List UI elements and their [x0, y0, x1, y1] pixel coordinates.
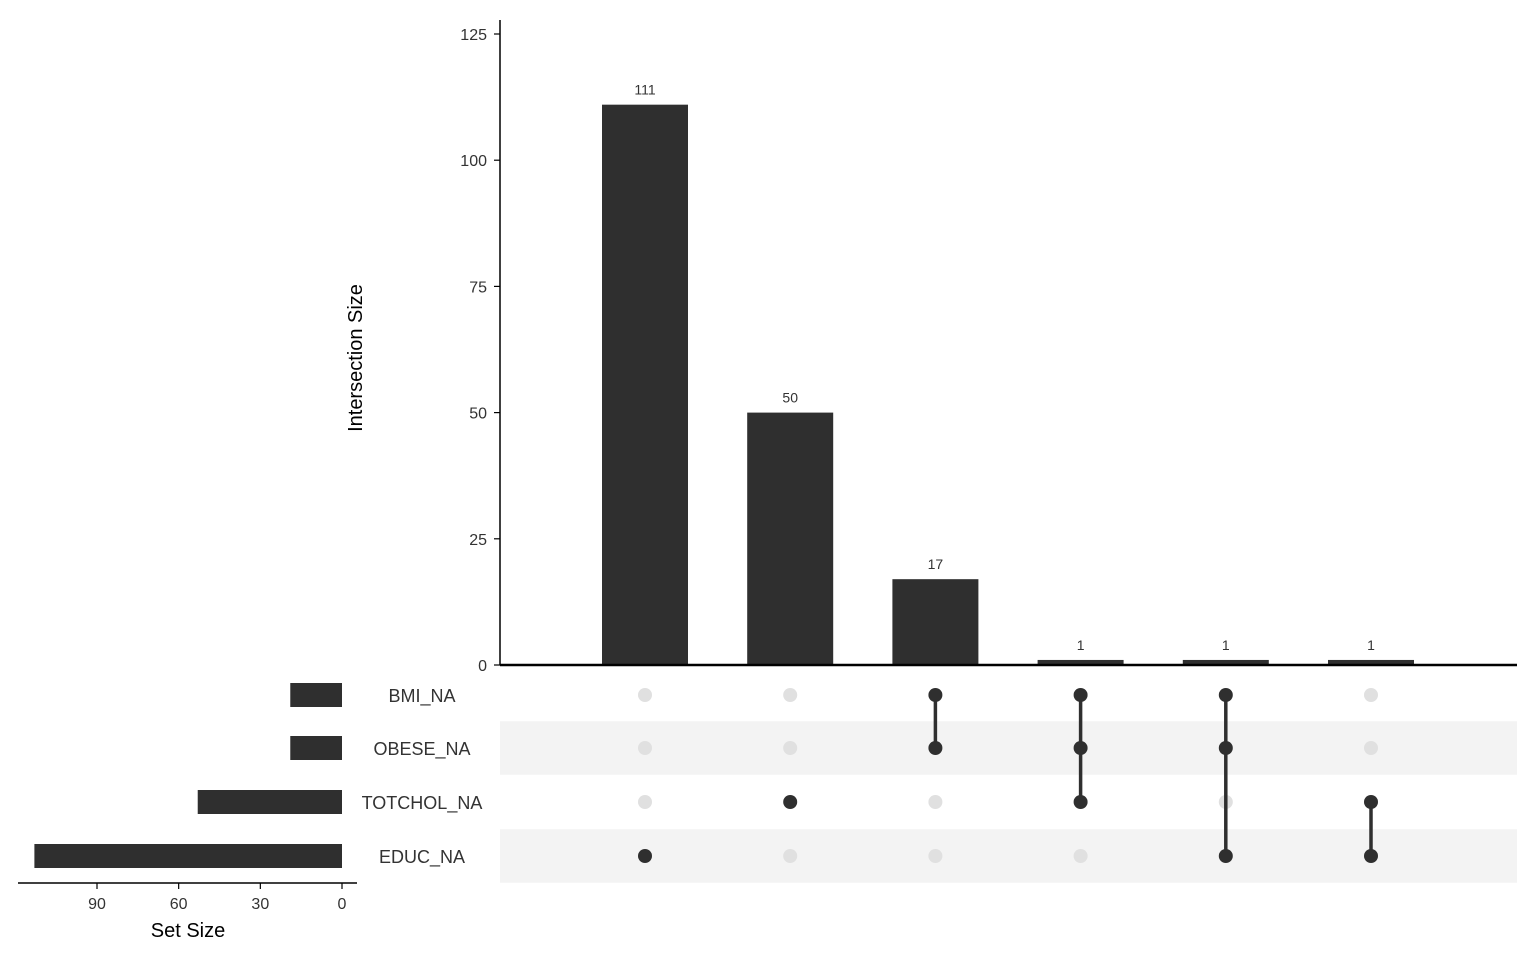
set-size-bar [290, 736, 342, 760]
matrix-dot-active [1218, 741, 1233, 755]
matrix-dot-inactive [638, 795, 652, 809]
intersection-bar-label: 111 [634, 82, 655, 98]
set-size-axis-title: Set Size [151, 920, 225, 942]
set-size-bar [197, 790, 342, 814]
set-size-axis: 90 60 30 0 [18, 882, 357, 913]
intersection-bar-label: 1 [1367, 637, 1375, 653]
matrix-dot-inactive [1364, 741, 1378, 755]
matrix-dot-active [1364, 849, 1378, 863]
matrix-dot-active [928, 688, 943, 702]
set-size-bars [34, 683, 343, 868]
set-label: TOTCHOL_NA [362, 793, 483, 814]
matrix-dot-inactive [928, 849, 943, 863]
set-size-tick-label: 90 [88, 896, 106, 913]
set-size-tick-label: 60 [170, 896, 188, 913]
matrix-dot-inactive [638, 688, 652, 702]
intersection-size-axis: 0 25 50 75 100 125 [460, 20, 1517, 675]
matrix-dot-active [1218, 849, 1233, 863]
intersection-bar-label: 17 [928, 556, 944, 572]
intersection-bar [1328, 659, 1414, 665]
matrix-dot-active [1218, 688, 1233, 702]
intersection-size-axis-title: Intersection Size [345, 284, 367, 432]
intersection-bar [892, 579, 979, 665]
intersection-bar-label: 50 [782, 390, 798, 406]
y-tick-label: 50 [469, 406, 487, 423]
intersection-matrix [638, 688, 1378, 863]
matrix-dot-inactive [638, 741, 652, 755]
y-tick-label: 100 [460, 153, 487, 170]
matrix-row-stripe [500, 721, 1517, 775]
intersection-bar [747, 412, 834, 665]
matrix-dot-inactive [928, 795, 943, 809]
set-size-tick-label: 0 [338, 896, 347, 913]
intersection-bar-label: 1 [1222, 637, 1230, 653]
set-size-bar [34, 844, 343, 868]
intersection-bar [1182, 659, 1269, 665]
set-label: BMI_NA [388, 686, 455, 707]
set-label: EDUC_NA [379, 847, 465, 868]
matrix-dot-inactive [783, 688, 798, 702]
matrix-dot-active [1073, 795, 1088, 809]
y-tick-label: 25 [469, 532, 487, 549]
intersection-bar [1037, 659, 1124, 665]
matrix-dot-inactive [1364, 688, 1378, 702]
matrix-dot-active [1073, 741, 1088, 755]
matrix-dot-inactive [1073, 849, 1088, 863]
matrix-row-stripe [500, 829, 1517, 883]
intersection-bar [602, 104, 688, 665]
matrix-dot-active [1364, 795, 1378, 809]
y-tick-label: 75 [469, 279, 487, 296]
set-labels: BMI_NA OBESE_NA TOTCHOL_NA EDUC_NA [362, 686, 483, 868]
matrix-dot-active [783, 795, 798, 809]
y-tick-label: 0 [478, 658, 487, 675]
set-size-bar [290, 683, 342, 707]
matrix-dot-inactive [783, 849, 798, 863]
set-size-tick-label: 30 [251, 896, 269, 913]
matrix-dot-inactive [783, 741, 798, 755]
y-tick-label: 125 [460, 27, 487, 44]
set-label: OBESE_NA [373, 739, 470, 760]
matrix-row-stripes [500, 721, 1517, 883]
matrix-dot-active [928, 741, 943, 755]
matrix-dot-active [1073, 688, 1088, 702]
matrix-dot-active [638, 849, 652, 863]
intersection-bar-label: 1 [1077, 637, 1085, 653]
